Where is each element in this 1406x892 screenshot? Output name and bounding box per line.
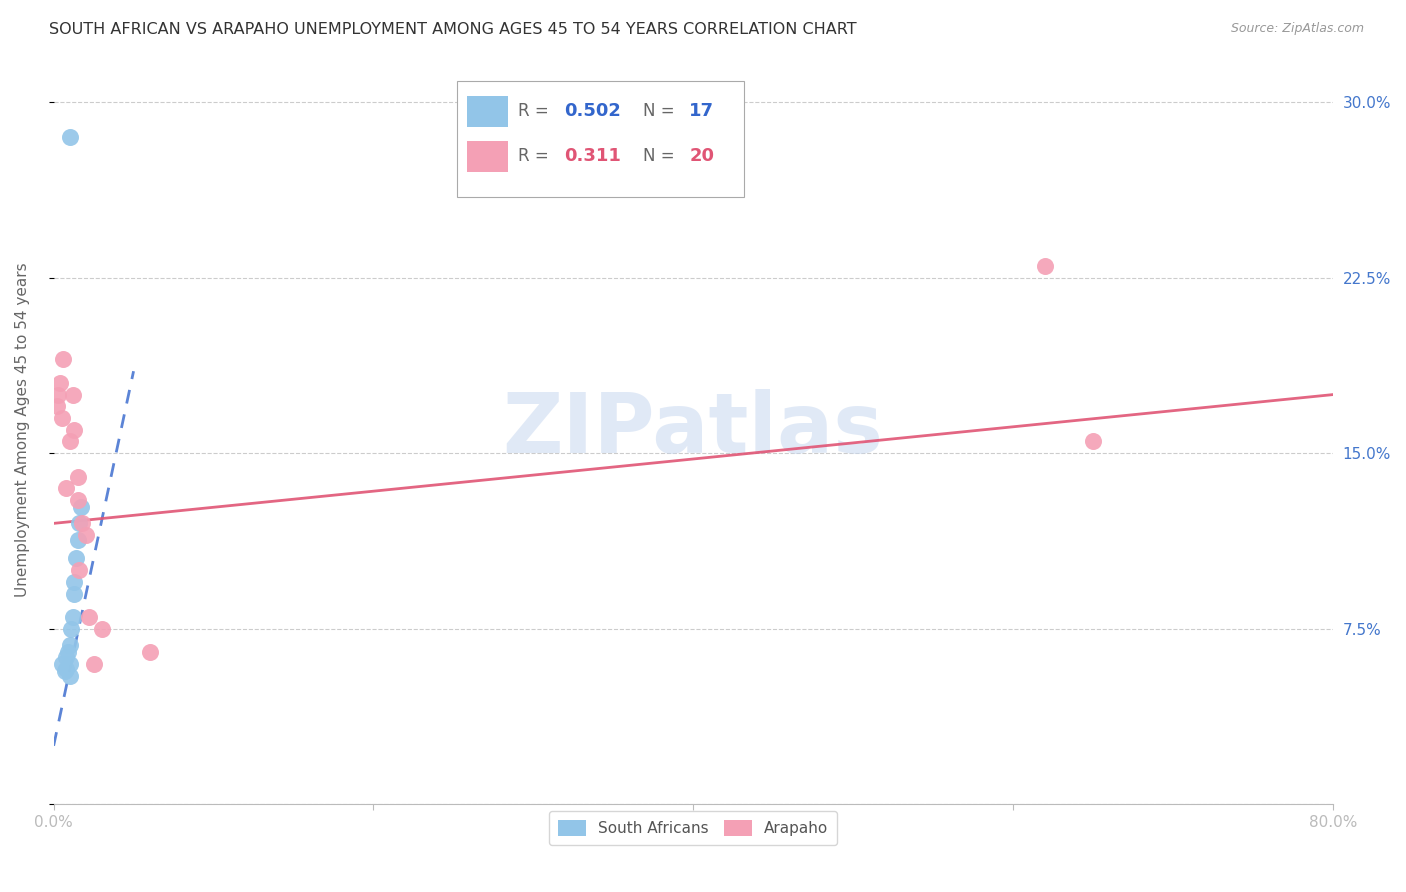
- Point: [72, 516, 94, 531]
- Point: [63, 574, 86, 589]
- Point: [138, 645, 160, 659]
- Point: [66, 492, 89, 507]
- Text: R =: R =: [517, 103, 554, 120]
- Y-axis label: Unemployment Among Ages 45 to 54 years: Unemployment Among Ages 45 to 54 years: [15, 262, 30, 597]
- Point: [59, 434, 82, 449]
- Point: [55, 661, 77, 675]
- Point: [77, 610, 100, 624]
- Point: [45, 400, 67, 414]
- Text: Source: ZipAtlas.com: Source: ZipAtlas.com: [1230, 22, 1364, 36]
- Point: [59, 668, 82, 682]
- Point: [59, 130, 82, 145]
- Point: [59, 638, 82, 652]
- Point: [55, 649, 77, 664]
- Text: 0.502: 0.502: [564, 103, 621, 120]
- Point: [53, 664, 76, 678]
- Point: [56, 645, 79, 659]
- Text: 20: 20: [689, 147, 714, 165]
- Point: [62, 610, 84, 624]
- Point: [1081, 434, 1104, 449]
- Point: [83, 657, 105, 671]
- Legend: South Africans, Arapaho: South Africans, Arapaho: [550, 811, 837, 846]
- Point: [49, 376, 72, 390]
- Text: N =: N =: [644, 103, 681, 120]
- Point: [52, 352, 75, 367]
- Point: [51, 411, 73, 425]
- Point: [90, 622, 112, 636]
- Point: [48, 387, 70, 401]
- Point: [63, 586, 86, 600]
- Point: [51, 657, 73, 671]
- Point: [66, 469, 89, 483]
- Point: [63, 423, 86, 437]
- FancyBboxPatch shape: [467, 141, 508, 172]
- Text: SOUTH AFRICAN VS ARAPAHO UNEMPLOYMENT AMONG AGES 45 TO 54 YEARS CORRELATION CHAR: SOUTH AFRICAN VS ARAPAHO UNEMPLOYMENT AM…: [49, 22, 856, 37]
- Point: [59, 657, 82, 671]
- Point: [60, 622, 83, 636]
- FancyBboxPatch shape: [457, 81, 744, 197]
- Text: 17: 17: [689, 103, 714, 120]
- Point: [67, 516, 90, 531]
- Point: [1033, 259, 1056, 273]
- Point: [66, 533, 89, 547]
- Point: [67, 563, 90, 577]
- Point: [62, 387, 84, 401]
- FancyBboxPatch shape: [467, 95, 508, 127]
- Text: R =: R =: [517, 147, 560, 165]
- Text: 0.311: 0.311: [564, 147, 621, 165]
- Point: [75, 528, 97, 542]
- Text: N =: N =: [644, 147, 681, 165]
- Point: [55, 481, 77, 495]
- Point: [69, 500, 91, 514]
- Point: [65, 551, 87, 566]
- Text: ZIPatlas: ZIPatlas: [503, 389, 884, 470]
